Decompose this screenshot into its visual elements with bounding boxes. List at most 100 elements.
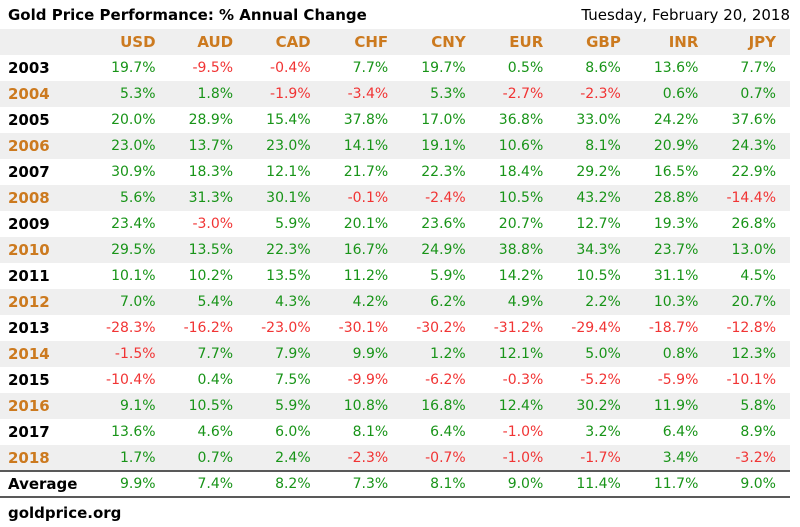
currency-header-usd: USD — [92, 29, 170, 55]
year-cell: 2016 — [0, 393, 92, 419]
value-cell: 18.3% — [188, 164, 234, 180]
table-row-2015: 2015 -10.4% 0.4% 7.5% -9.9% -6.2% -0.3% -5.2% -5… — [0, 367, 790, 393]
value-cell: -30.2% — [416, 320, 466, 336]
value-cell: 7.7% — [352, 60, 389, 76]
value-cell: -2.4% — [402, 185, 480, 211]
value-cell: 13.0% — [712, 237, 790, 263]
value-cell: -3.0% — [192, 216, 234, 232]
table-row-2009: 2009 23.4% -3.0% 5.9% 20.1% 23.6% 20.7% 12.7% 19… — [0, 211, 790, 237]
value-cell: -9.5% — [192, 60, 234, 76]
table-row-2007: 2007 30.9% 18.3% 12.1% 21.7% 22.3% 18.4% 29.2% 1… — [0, 159, 790, 185]
value-cell: -31.2% — [493, 320, 544, 336]
year-cell: 2014 — [0, 341, 92, 367]
table-row-2013: 2013 -28.3% -16.2% -23.0% -30.1% -30.2% -31.2%… — [0, 315, 790, 341]
value-cell: -1.5% — [92, 341, 170, 367]
value-cell: 5.0% — [557, 341, 635, 367]
value-cell: -3.4% — [324, 81, 403, 107]
value-cell: 9.9% — [324, 341, 403, 367]
report-date: Tuesday, February 20, 2018 — [581, 5, 790, 24]
value-cell: 30.2% — [557, 393, 635, 419]
value-cell: 4.3% — [247, 289, 325, 315]
value-cell: 7.5% — [275, 372, 311, 388]
gold-performance-table: USD AUD CAD CHF CNY EUR GBP INR JPY 2003 19.7% -9.… — [0, 29, 790, 498]
value-cell: 9.0% — [712, 470, 790, 498]
value-cell: 11.2% — [343, 268, 389, 284]
value-cell: 0.5% — [507, 60, 544, 76]
currency-header-cad: CAD — [247, 29, 325, 55]
value-cell: 2.4% — [247, 445, 325, 471]
value-cell: 12.7% — [576, 216, 621, 232]
value-cell: 22.3% — [247, 237, 325, 263]
value-cell: 5.9% — [247, 393, 325, 419]
table-row-2008: 2008 5.6% 31.3% 30.1% -0.1% -2.4% 10.5% 43.2% 28… — [0, 185, 790, 211]
value-cell: 3.2% — [585, 424, 621, 440]
value-cell: 8.1% — [402, 470, 480, 498]
value-cell: 23.0% — [92, 133, 170, 159]
value-cell: 4.6% — [197, 424, 234, 440]
value-cell: 20.7% — [498, 216, 544, 232]
currency-header-gbp: GBP — [557, 29, 635, 55]
value-cell: 8.9% — [740, 424, 776, 440]
value-cell: 14.1% — [324, 133, 403, 159]
year-cell: 2013 — [8, 319, 50, 337]
value-cell: 22.9% — [731, 164, 776, 180]
value-cell: 7.9% — [247, 341, 325, 367]
value-cell: 6.4% — [662, 424, 699, 440]
value-cell: 0.4% — [197, 372, 234, 388]
value-cell: 20.0% — [111, 112, 156, 128]
value-cell: 12.1% — [479, 341, 558, 367]
currency-header-cny: CNY — [402, 29, 480, 55]
currency-header-eur: EUR — [479, 29, 558, 55]
value-cell: 16.8% — [402, 393, 480, 419]
value-cell: 36.8% — [498, 112, 544, 128]
value-cell: 8.2% — [247, 470, 325, 498]
value-cell: 34.3% — [557, 237, 635, 263]
year-cell: 2004 — [0, 81, 92, 107]
currency-header-row: USD AUD CAD CHF CNY EUR GBP INR JPY — [0, 29, 790, 55]
year-cell: 2017 — [8, 423, 50, 441]
table-row-2004: 2004 5.3% 1.8% -1.9% -3.4% 5.3% -2.7% -2.3% 0.6%… — [0, 81, 790, 107]
year-cell: 2009 — [8, 215, 50, 233]
average-row: Average 9.9% 7.4% 8.2% 7.3% 8.1% 9.0% 11.4% 11.7… — [0, 470, 790, 498]
value-cell: 10.5% — [576, 268, 621, 284]
value-cell: 7.0% — [92, 289, 170, 315]
year-column-header — [0, 29, 92, 55]
year-cell: 2015 — [8, 371, 50, 389]
value-cell: 37.8% — [343, 112, 389, 128]
value-cell: 10.8% — [324, 393, 403, 419]
value-cell: 0.6% — [634, 81, 713, 107]
value-cell: 24.9% — [402, 237, 480, 263]
value-cell: 2.2% — [557, 289, 635, 315]
currency-header-jpy: JPY — [712, 29, 790, 55]
value-cell: 23.0% — [247, 133, 325, 159]
year-cell: 2012 — [0, 289, 92, 315]
value-cell: -1.0% — [502, 424, 544, 440]
value-cell: 6.0% — [275, 424, 311, 440]
value-cell: 7.3% — [324, 470, 403, 498]
table-row-2014: 2014 -1.5% 7.7% 7.9% 9.9% 1.2% 12.1% 5.0% 0.8% 12… — [0, 341, 790, 367]
value-cell: 23.6% — [421, 216, 466, 232]
value-cell: 9.0% — [479, 470, 558, 498]
value-cell: -1.9% — [247, 81, 325, 107]
value-cell: 30.9% — [111, 164, 156, 180]
value-cell: -2.3% — [324, 445, 403, 471]
value-cell: -10.4% — [106, 372, 156, 388]
value-cell: 12.4% — [479, 393, 558, 419]
year-cell: 2008 — [0, 185, 92, 211]
value-cell: 20.1% — [343, 216, 389, 232]
value-cell: 23.4% — [111, 216, 156, 232]
value-cell: -18.7% — [648, 320, 699, 336]
value-cell: 24.3% — [712, 133, 790, 159]
value-cell: 13.6% — [111, 424, 156, 440]
table-row-2016: 2016 9.1% 10.5% 5.9% 10.8% 16.8% 12.4% 30.2% 11.… — [0, 393, 790, 419]
table-body: 2003 19.7% -9.5% -0.4% 7.7% 19.7% 0.5% 8.6% 13.6… — [0, 55, 790, 498]
value-cell: 5.3% — [92, 81, 170, 107]
currency-header-aud: AUD — [169, 29, 248, 55]
year-cell: 2003 — [8, 59, 50, 77]
value-cell: -2.7% — [479, 81, 558, 107]
title-bar: Gold Price Performance: % Annual Change … — [0, 0, 800, 29]
value-cell: 5.9% — [275, 216, 311, 232]
value-cell: 28.8% — [634, 185, 713, 211]
value-cell: 43.2% — [557, 185, 635, 211]
